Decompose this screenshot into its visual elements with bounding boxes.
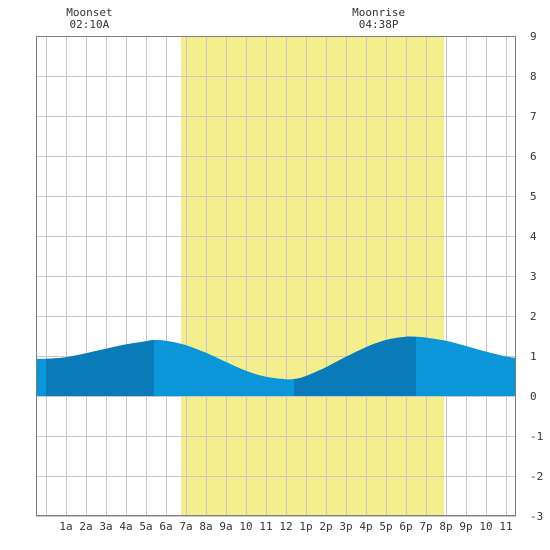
x-tick-label: 11	[499, 520, 512, 533]
y-tick-label: 5	[530, 190, 537, 203]
x-tick-label: 6a	[159, 520, 172, 533]
y-tick-label: 3	[530, 270, 537, 283]
moon-event-time: 02:10A	[70, 18, 110, 31]
moon-event-label: Moonset	[66, 6, 112, 19]
x-tick-label: 5a	[139, 520, 152, 533]
plot-frame	[36, 36, 516, 516]
y-tick-label: 7	[530, 110, 537, 123]
x-tick-label: 7p	[419, 520, 432, 533]
x-tick-label: 2p	[319, 520, 332, 533]
x-tick-label: 1a	[59, 520, 72, 533]
x-tick-label: 9a	[219, 520, 232, 533]
x-tick-label: 9p	[459, 520, 472, 533]
y-tick-label: 9	[530, 30, 537, 43]
x-tick-label: 10	[479, 520, 492, 533]
y-tick-label: 6	[530, 150, 537, 163]
x-tick-label: 11	[259, 520, 272, 533]
y-tick-label: 2	[530, 310, 537, 323]
y-tick-label: 1	[530, 350, 537, 363]
y-tick-label: -2	[530, 470, 543, 483]
y-tick-label: 4	[530, 230, 537, 243]
x-tick-label: 3a	[99, 520, 112, 533]
x-tick-label: 8a	[199, 520, 212, 533]
x-tick-label: 10	[239, 520, 252, 533]
x-tick-label: 8p	[439, 520, 452, 533]
x-tick-label: 4p	[359, 520, 372, 533]
y-tick-label: -3	[530, 510, 543, 523]
x-tick-label: 7a	[179, 520, 192, 533]
y-tick-label: 0	[530, 390, 537, 403]
x-tick-label: 6p	[399, 520, 412, 533]
x-tick-label: 1p	[299, 520, 312, 533]
moon-event-time: 04:38P	[359, 18, 399, 31]
x-tick-label: 4a	[119, 520, 132, 533]
moon-event-label: Moonrise	[352, 6, 405, 19]
y-tick-label: -1	[530, 430, 543, 443]
x-tick-label: 2a	[79, 520, 92, 533]
y-tick-label: 8	[530, 70, 537, 83]
x-tick-label: 3p	[339, 520, 352, 533]
x-tick-label: 5p	[379, 520, 392, 533]
x-tick-label: 12	[279, 520, 292, 533]
